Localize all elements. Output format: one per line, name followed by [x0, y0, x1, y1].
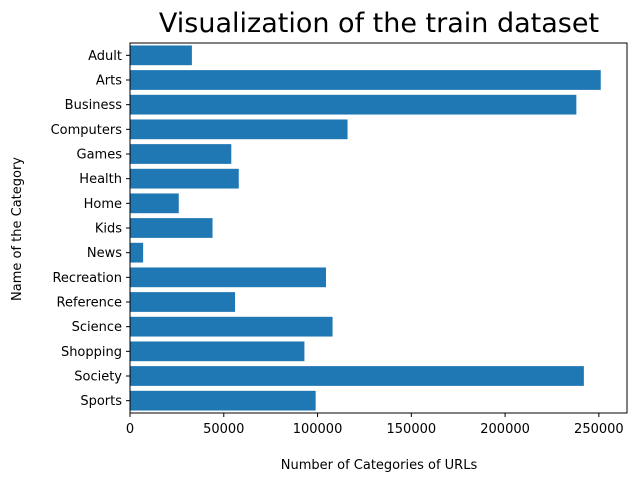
y-tick-label-recreation: Recreation [52, 271, 122, 286]
bar-recreation [130, 267, 326, 288]
bars-layer [130, 45, 601, 411]
y-tick-label-kids: Kids [95, 222, 122, 237]
y-tick-label-society: Society [74, 370, 122, 385]
y-tick-label-news: News [87, 246, 122, 261]
x-tick-label-0: 0 [126, 422, 134, 437]
y-tick-label-shopping: Shopping [61, 345, 122, 360]
y-tick-label-games: Games [77, 148, 123, 163]
x-tick-label-5: 250000 [574, 422, 624, 437]
bar-science [130, 316, 333, 337]
bar-kids [130, 218, 213, 238]
y-tick-label-adult: Adult [88, 49, 122, 64]
y-tick-label-business: Business [65, 98, 123, 113]
x-tick-label-2: 100000 [293, 422, 343, 437]
y-tick-label-sports: Sports [80, 394, 122, 409]
y-ticks: Adult Arts Business Computers Games Health Hom… [51, 49, 130, 409]
x-ticks: 0 50000 100000 150000 200000 250000 [126, 413, 624, 437]
x-tick-label-1: 50000 [203, 422, 244, 437]
bar-health [130, 168, 239, 189]
y-tick-label-science: Science [72, 320, 122, 335]
bar-computers [130, 119, 348, 140]
y-tick-label-arts: Arts [96, 74, 122, 89]
y-tick-label-reference: Reference [57, 296, 122, 311]
bar-arts [130, 70, 601, 90]
y-tick-label-computers: Computers [51, 123, 123, 138]
x-tick-label-3: 150000 [387, 422, 437, 437]
x-tick-label-4: 200000 [480, 422, 530, 437]
x-axis-label: Number of Categories of URLs [281, 458, 478, 473]
bar-news [130, 242, 144, 263]
bar-reference [130, 292, 236, 312]
bar-adult [130, 45, 192, 66]
y-axis-label: Name of the Category [10, 157, 25, 301]
bar-society [130, 366, 584, 386]
bar-business [130, 94, 577, 115]
bar-shopping [130, 341, 305, 362]
y-tick-label-home: Home [84, 197, 122, 212]
chart-title: Visualization of the train dataset [159, 8, 599, 39]
bar-sports [130, 390, 316, 411]
bar-games [130, 144, 232, 164]
bar-home [130, 193, 179, 214]
y-tick-label-health: Health [79, 172, 122, 187]
